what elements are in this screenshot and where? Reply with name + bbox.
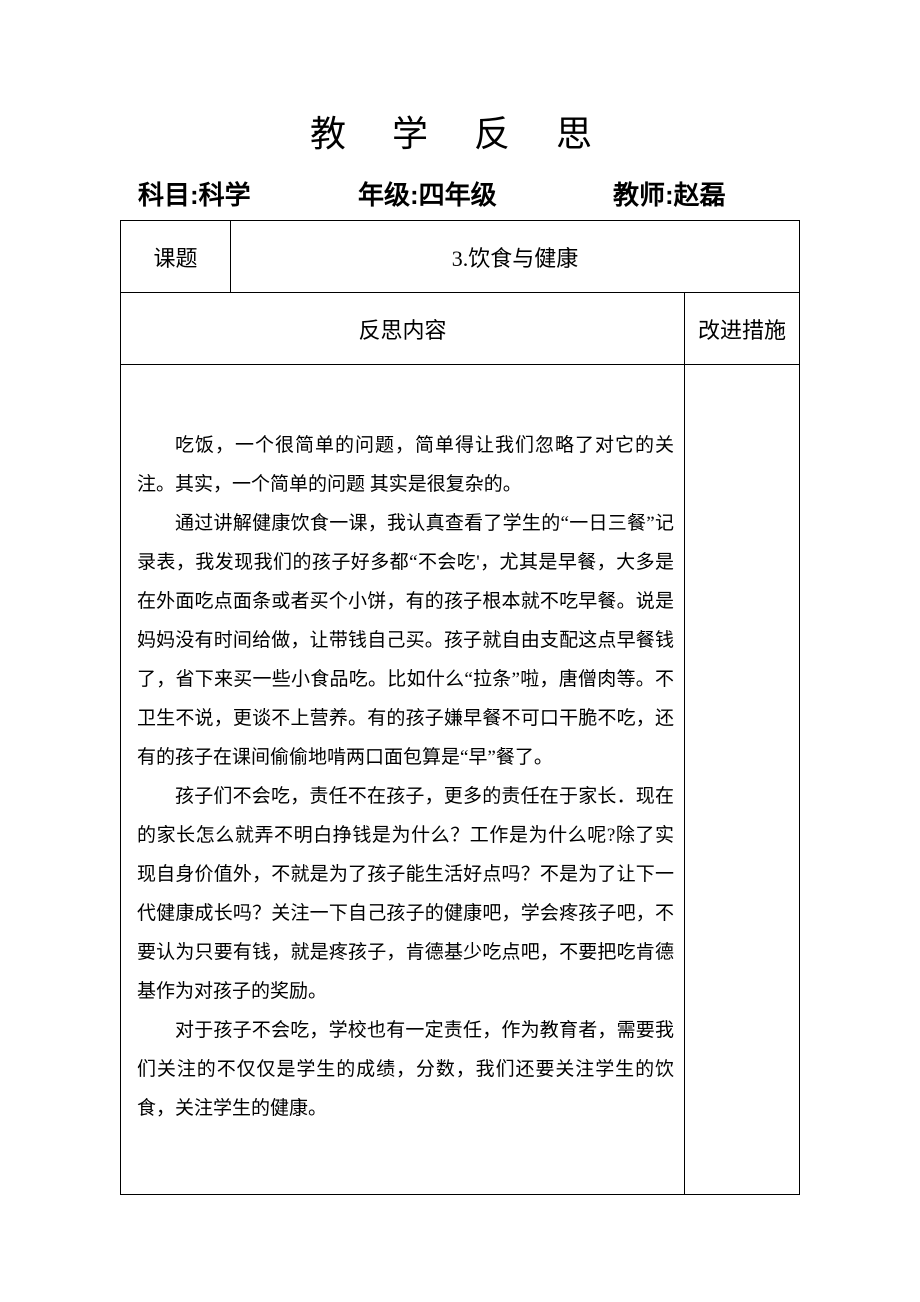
reflection-body-cell: 吃饭，一个很简单的问题，简单得让我们忽略了对它的关注。其实，一个简单的问题 其实… xyxy=(121,365,685,1195)
document-page: 教 学 反 思 科目:科学 年级:四年级 教师:赵磊 课题 3.饮食与健康 反思… xyxy=(120,105,800,1195)
topic-row: 课题 3.饮食与健康 xyxy=(121,221,800,293)
subject-value: 科学 xyxy=(199,180,251,210)
paragraph: 对于孩子不会吃，学校也有一定责任，作为教育者，需要我们关注的不仅仅是学生的成绩，… xyxy=(137,1011,674,1128)
meta-grade: 年级:四年级 xyxy=(358,175,613,212)
topic-label-cell: 课题 xyxy=(121,221,231,293)
meta-subject: 科目:科学 xyxy=(138,175,358,212)
body-row: 吃饭，一个很简单的问题，简单得让我们忽略了对它的关注。其实，一个简单的问题 其实… xyxy=(121,365,800,1195)
paragraph: 吃饭，一个很简单的问题，简单得让我们忽略了对它的关注。其实，一个简单的问题 其实… xyxy=(137,426,674,504)
subject-label: 科目: xyxy=(138,180,199,210)
meta-teacher: 教师:赵磊 xyxy=(613,175,800,212)
grade-label: 年级: xyxy=(358,180,419,210)
grade-value: 四年级 xyxy=(419,180,497,210)
paragraph: 孩子们不会吃，责任不在孩子，更多的责任在于家长．现在的家长怎么就弄不明白挣钱是为… xyxy=(137,777,674,1011)
topic-value-cell: 3.饮食与健康 xyxy=(231,221,800,293)
improvement-body-cell xyxy=(685,365,800,1195)
page-title: 教 学 反 思 xyxy=(120,105,800,157)
document-table: 课题 3.饮食与健康 反思内容 改进措施 吃饭，一个很简单的问题，简单得让我们忽… xyxy=(120,220,800,1195)
meta-row: 科目:科学 年级:四年级 教师:赵磊 xyxy=(120,175,800,212)
reflection-header-cell: 反思内容 xyxy=(121,293,685,365)
teacher-value: 赵磊 xyxy=(674,180,726,210)
teacher-label: 教师: xyxy=(613,180,674,210)
paragraph: 通过讲解健康饮食一课，我认真查看了学生的“一日三餐”记录表，我发现我们的孩子好多… xyxy=(137,504,674,777)
header-row: 反思内容 改进措施 xyxy=(121,293,800,365)
improvement-header-cell: 改进措施 xyxy=(685,293,800,365)
